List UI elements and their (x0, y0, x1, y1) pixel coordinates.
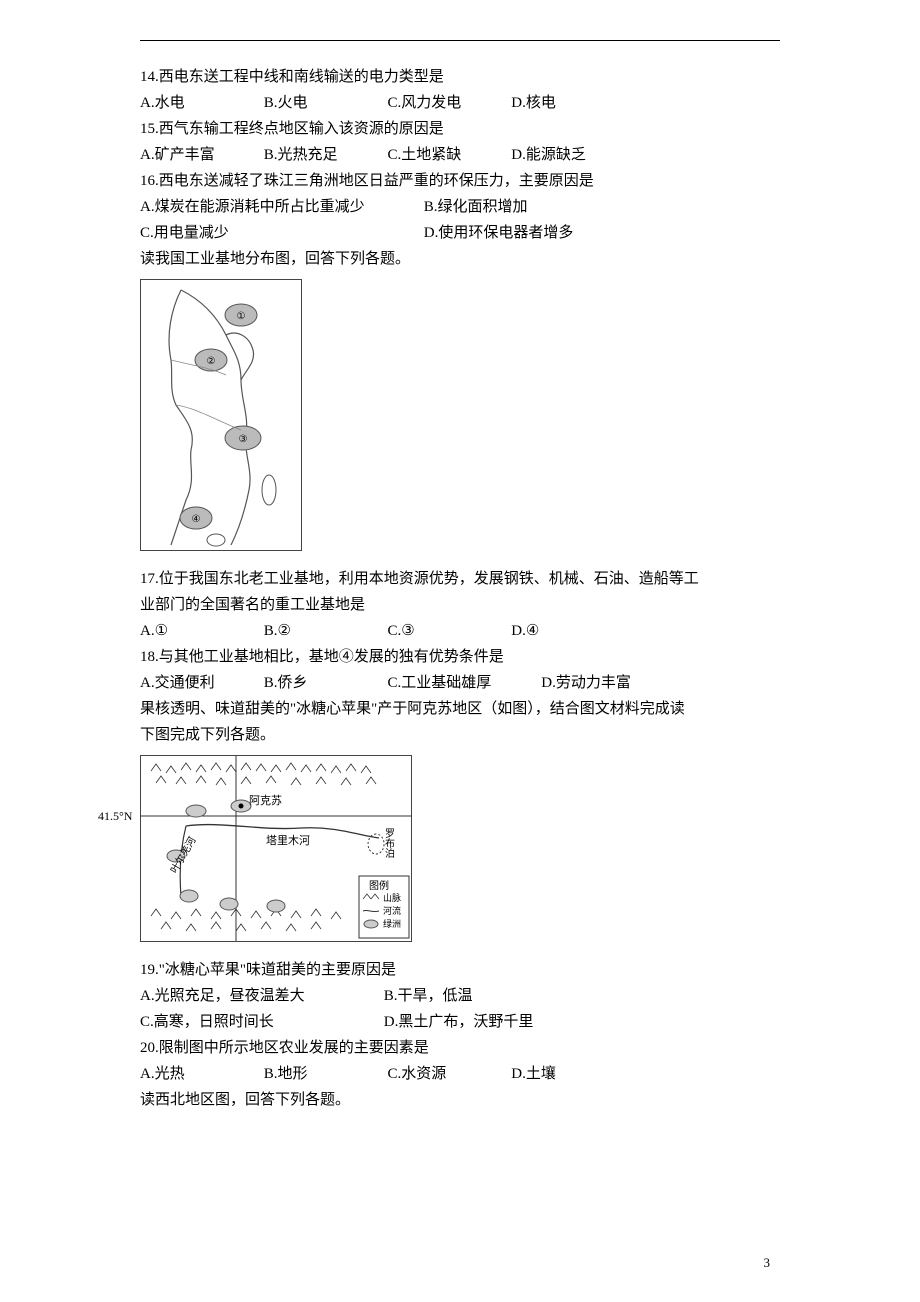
q16-opt-b: B.绿化面积增加 (424, 195, 624, 219)
q14-stem: 14.西电东送工程中线和南线输送的电力类型是 (140, 65, 780, 89)
q19-opt-b: B.干旱，低温 (384, 984, 584, 1008)
svg-text:④: ④ (192, 514, 201, 525)
q17-opt-c: C.③ (388, 619, 508, 643)
q20-options: A.光热 B.地形 C.水资源 D.土壤 (140, 1062, 780, 1086)
map2-legend-mountain: 山脉 (383, 892, 401, 903)
q16-stem: 16.西电东送减轻了珠江三角洲地区日益严重的环保压力，主要原因是 (140, 169, 780, 193)
map-china-industrial: ① ② ③ ④ (140, 279, 780, 559)
q17-opt-a: A.① (140, 619, 260, 643)
q20-opt-b: B.地形 (264, 1062, 384, 1086)
q17-opt-b: B.② (264, 619, 384, 643)
map2-legend-oasis: 绿洲 (383, 918, 401, 929)
lead2a: 果核透明、味道甜美的"冰糖心苹果"产于阿克苏地区（如图），结合图文材料完成读 (140, 697, 780, 721)
map2-lat-label: 41.5°N (98, 807, 132, 826)
page-number: 3 (764, 1253, 771, 1274)
q19-opt-a: A.光照充足，昼夜温差大 (140, 984, 380, 1008)
q17-options: A.① B.② C.③ D.④ (140, 619, 780, 643)
q18-opt-b: B.侨乡 (264, 671, 384, 695)
map2-aksu-label: 阿克苏 (249, 794, 282, 807)
map2-legend-river: 河流 (383, 905, 401, 916)
q20-stem: 20.限制图中所示地区农业发展的主要因素是 (140, 1036, 780, 1060)
q14-opt-a: A.水电 (140, 91, 260, 115)
map2-lopnur-label: 罗布泊 (383, 828, 395, 859)
q16-options-row1: A.煤炭在能源消耗中所占比重减少 B.绿化面积增加 (140, 195, 780, 219)
q17-opt-d: D.④ (511, 619, 631, 643)
q16-opt-a: A.煤炭在能源消耗中所占比重减少 (140, 195, 420, 219)
q18-stem: 18.与其他工业基地相比，基地④发展的独有优势条件是 (140, 645, 780, 669)
q20-opt-d: D.土壤 (511, 1062, 631, 1086)
q20-opt-a: A.光热 (140, 1062, 260, 1086)
q14-opt-b: B.火电 (264, 91, 384, 115)
q15-opt-d: D.能源缺乏 (511, 143, 631, 167)
map-tarim-basin: 80.5°E 41.5°N (140, 755, 450, 950)
q19-stem: 19."冰糖心苹果"味道甜美的主要原因是 (140, 958, 780, 982)
q16-options-row2: C.用电量减少 D.使用环保电器者增多 (140, 221, 780, 245)
q18-options: A.交通便利 B.侨乡 C.工业基础雄厚 D.劳动力丰富 (140, 671, 780, 695)
q15-opt-c: C.土地紧缺 (388, 143, 508, 167)
q15-options: A.矿产丰富 B.光热充足 C.土地紧缺 D.能源缺乏 (140, 143, 780, 167)
svg-text:③: ③ (239, 434, 248, 445)
q15-opt-b: B.光热充足 (264, 143, 384, 167)
svg-text:②: ② (207, 356, 216, 367)
q14-opt-c: C.风力发电 (388, 91, 508, 115)
q17-stem-2: 业部门的全国著名的重工业基地是 (140, 593, 780, 617)
q16-opt-d: D.使用环保电器者增多 (424, 221, 624, 245)
q18-opt-d: D.劳动力丰富 (541, 671, 691, 695)
q19-opt-d: D.黑土广布，沃野千里 (384, 1010, 584, 1034)
q15-opt-a: A.矿产丰富 (140, 143, 260, 167)
q19-options-row1: A.光照充足，昼夜温差大 B.干旱，低温 (140, 984, 780, 1008)
q19-options-row2: C.高寒，日照时间长 D.黑土广布，沃野千里 (140, 1010, 780, 1034)
q14-options: A.水电 B.火电 C.风力发电 D.核电 (140, 91, 780, 115)
svg-text:①: ① (237, 311, 246, 322)
q15-stem: 15.西气东输工程终点地区输入该资源的原因是 (140, 117, 780, 141)
lead2b: 下图完成下列各题。 (140, 723, 780, 747)
q19-opt-c: C.高寒，日照时间长 (140, 1010, 380, 1034)
q20-opt-c: C.水资源 (388, 1062, 508, 1086)
map2-tarim-label: 塔里木河 (266, 834, 310, 847)
map2-legend-title: 图例 (369, 879, 389, 892)
lead3: 读西北地区图，回答下列各题。 (140, 1088, 780, 1112)
q17-stem-1: 17.位于我国东北老工业基地，利用本地资源优势，发展钢铁、机械、石油、造船等工 (140, 567, 780, 591)
lead1: 读我国工业基地分布图，回答下列各题。 (140, 247, 780, 271)
q18-opt-a: A.交通便利 (140, 671, 260, 695)
top-rule (140, 40, 780, 41)
q16-opt-c: C.用电量减少 (140, 221, 420, 245)
q18-opt-c: C.工业基础雄厚 (388, 671, 538, 695)
q14-opt-d: D.核电 (511, 91, 631, 115)
